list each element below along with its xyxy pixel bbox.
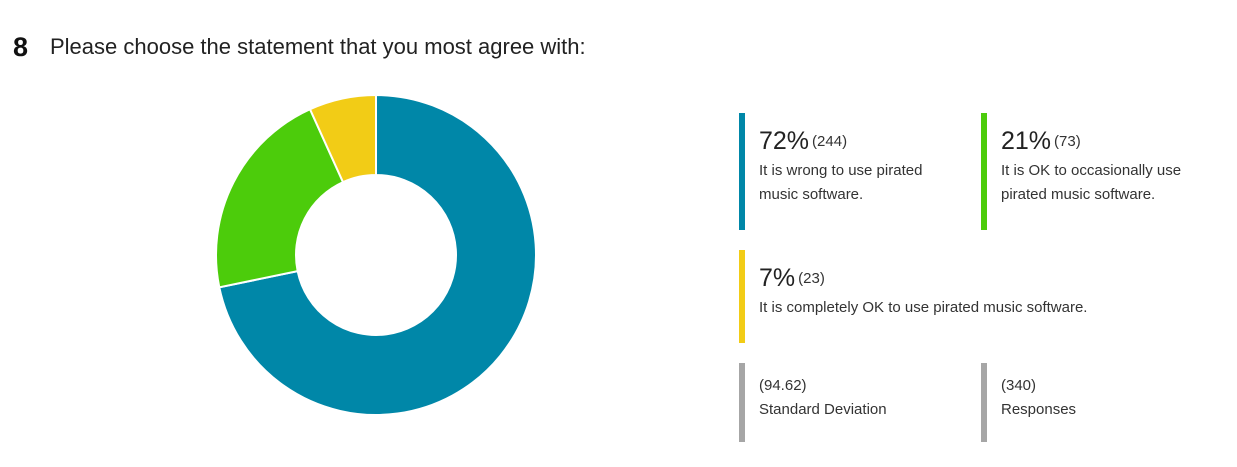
legend-color-bar — [981, 113, 987, 230]
legend-item-completely-ok: 7% (23) It is completely OK to use pirate… — [739, 250, 1179, 343]
legend-item-wrong: 72% (244) It is wrong to use pirated musi… — [739, 113, 964, 230]
donut-chart — [215, 93, 537, 416]
legend-item-occasionally-ok: 21% (73) It is OK to occasionally use pir… — [981, 113, 1211, 230]
legend-count: (244) — [812, 133, 848, 150]
stat-responses: (340) Responses — [981, 363, 1206, 442]
legend-color-bar — [739, 113, 745, 230]
stat-value: (94.62) — [759, 377, 807, 394]
stat-value: (340) — [1001, 377, 1037, 394]
legend-percent: 21% — [1001, 127, 1052, 155]
legend-label: It is wrong to use pirated music softwar… — [759, 162, 923, 203]
slice-completely-ok — [308, 93, 377, 184]
slice-wrong — [218, 93, 537, 416]
legend-count: (73) — [1054, 133, 1081, 150]
legend-label: It is OK to occasionally use pirated mus… — [1001, 162, 1182, 203]
question-text: Please choose the statement that you mos… — [50, 34, 586, 59]
stat-standard-deviation: (94.62) Standard Deviation — [739, 363, 964, 442]
legend-percent: 7% — [759, 264, 796, 292]
slice-occasionally-ok — [215, 107, 345, 289]
stat-label: Standard Deviation — [759, 401, 887, 418]
legend-count: (23) — [798, 270, 825, 287]
stat-label: Responses — [1001, 401, 1077, 418]
legend-color-bar — [739, 250, 745, 343]
legend-label: It is completely OK to use pirated music… — [759, 299, 1088, 316]
legend-percent: 72% — [759, 127, 810, 155]
question-number: 8 — [13, 32, 29, 62]
stat-color-bar — [739, 363, 745, 442]
stat-color-bar — [981, 363, 987, 442]
